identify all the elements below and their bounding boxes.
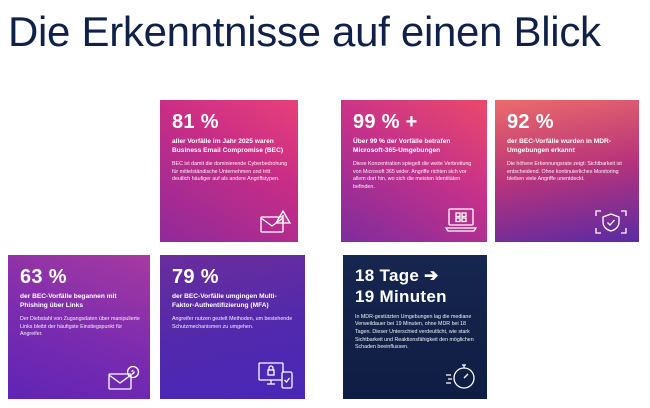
stat-headline: aller Vorfälle im Jahr 2025 waren Busine…	[172, 138, 284, 154]
stat-value: 63 %	[20, 266, 67, 288]
stat-description: Diese Konzentration spiegelt die weite V…	[353, 161, 472, 191]
stat-value-line2: 19 Minuten	[355, 286, 447, 306]
stat-description: In MDR-gestützten Umgebungen lag die med…	[355, 313, 474, 351]
envelope-warning-icon	[260, 210, 292, 234]
stat-description: Die höhere Erkennungsrate zeigt: Sichtba…	[507, 161, 622, 183]
shield-check-icon	[595, 210, 627, 234]
stat-value: 99 % +	[353, 111, 418, 133]
stopwatch-icon	[445, 363, 479, 391]
stat-headline: der BEC-Vorfälle umgingen Multi-Faktor-A…	[172, 293, 277, 309]
stat-headline: Über 99 % der Vorfälle betrafen Microsof…	[353, 138, 451, 154]
stat-value-line1: 18 Tage ➔	[355, 266, 439, 285]
stat-headline: der BEC-Vorfälle begannen mit Phishing ü…	[20, 293, 117, 309]
stat-description: BEC ist damit die dominierende Cyberbedr…	[172, 161, 288, 183]
page-title: Die Erkenntnisse auf einen Blick	[8, 8, 601, 55]
stat-value: 92 %	[507, 111, 554, 133]
stat-headline: der BEC-Vorfälle wurden in MDR-Umgebunge…	[507, 138, 611, 154]
stat-description: Der Diebstahl von Zugangsdaten über mani…	[20, 316, 140, 338]
stat-card-dwell-time: 18 Tage ➔ 19 Minuten In MDR-gestützten U…	[343, 255, 487, 399]
monitor-phone-lock-icon	[258, 360, 294, 390]
stat-value: 79 %	[172, 266, 219, 288]
stat-card-microsoft-365: 99 % + Über 99 % der Vorfälle betrafen M…	[341, 100, 487, 242]
stat-description: Angreifer nutzen gezielt Methoden, um be…	[172, 316, 293, 330]
laptop-windows-icon	[445, 208, 477, 232]
stat-card-bec-share: 81 % aller Vorfälle im Jahr 2025 waren B…	[160, 100, 298, 242]
stat-card-mdr-detection: 92 % der BEC-Vorfälle wurden in MDR-Umge…	[495, 100, 639, 242]
stat-card-mfa-bypass: 79 % der BEC-Vorfälle umgingen Multi-Fak…	[160, 255, 305, 399]
envelope-link-icon	[108, 365, 140, 391]
stat-value: 81 %	[172, 111, 219, 133]
stat-card-phishing-links: 63 % der BEC-Vorfälle begannen mit Phish…	[8, 255, 150, 399]
